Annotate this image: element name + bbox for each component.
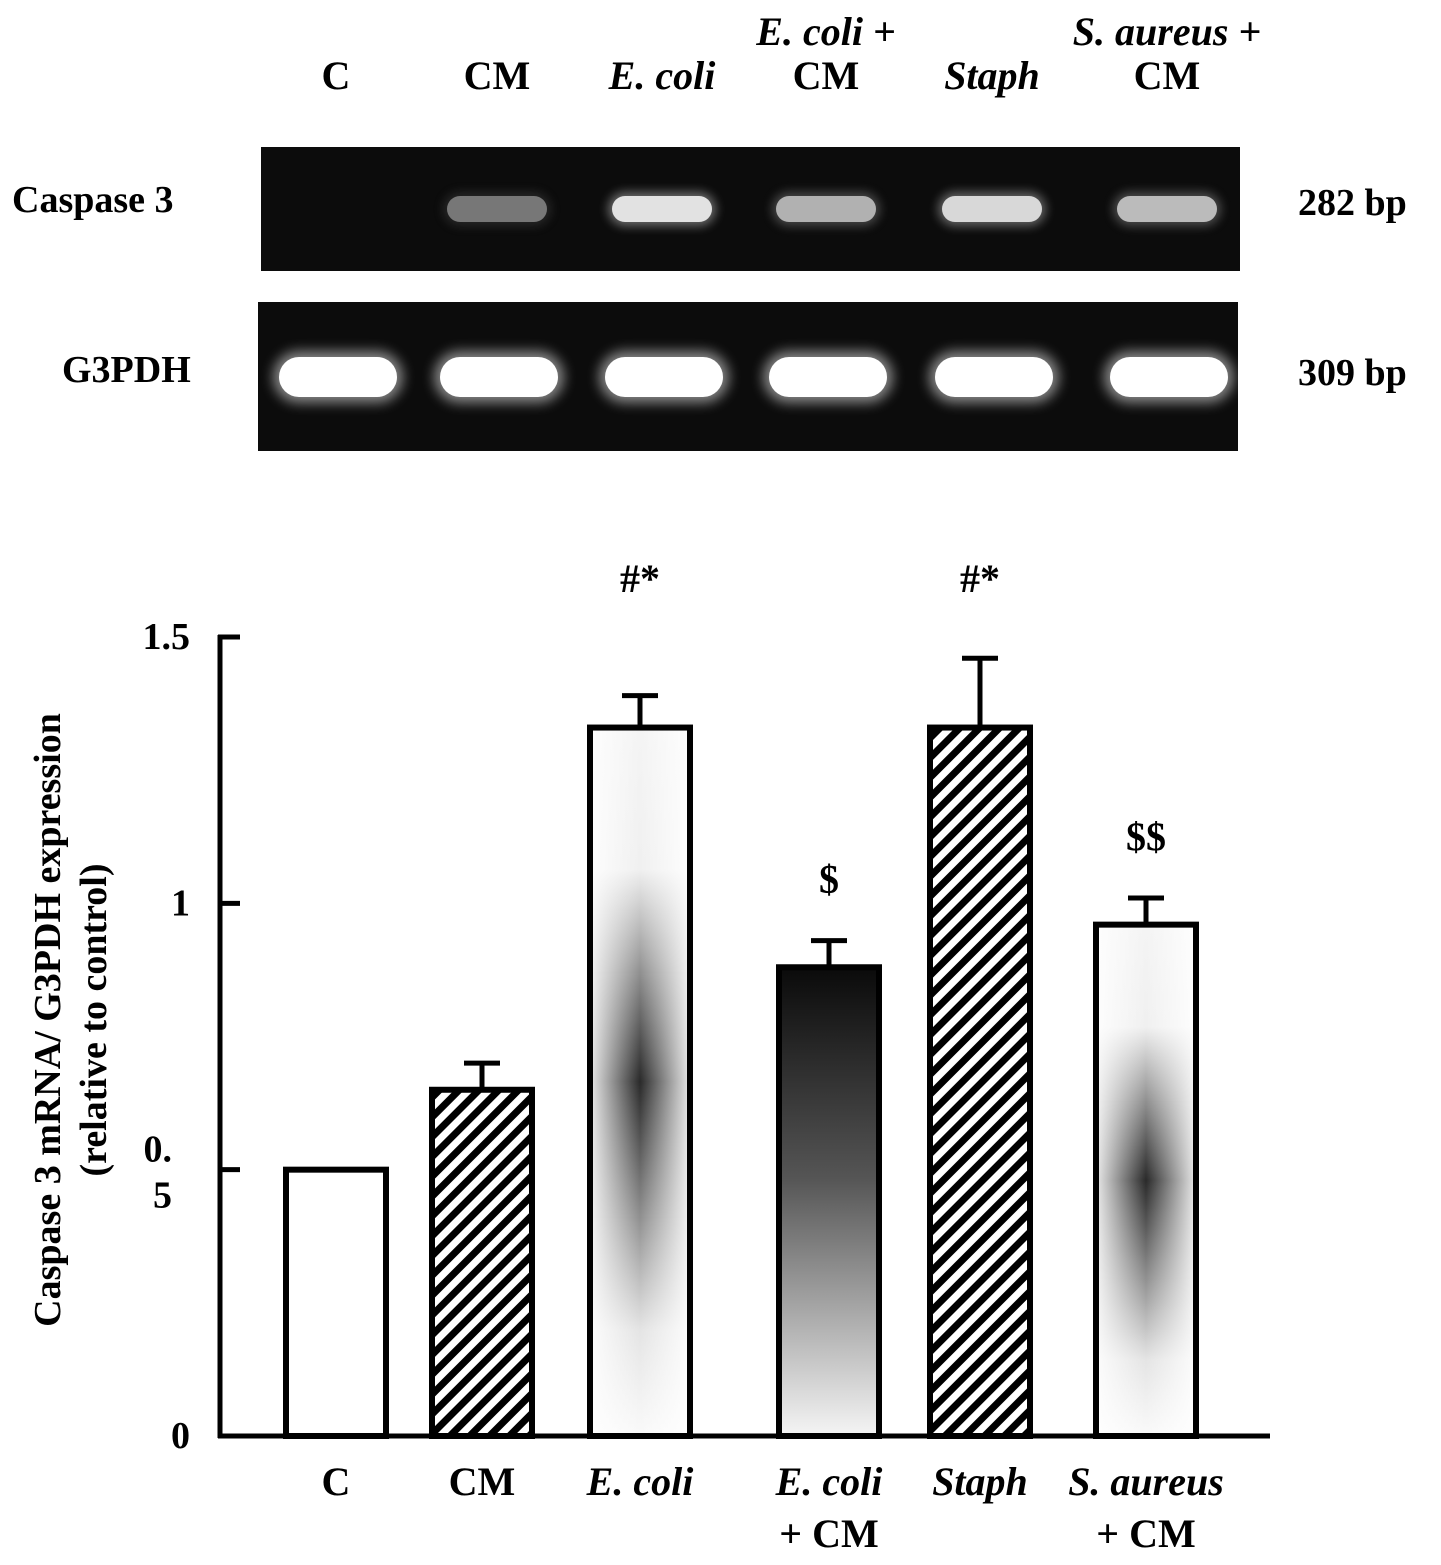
gel-band-size: 282 bp [1298, 182, 1407, 224]
gel-band [942, 196, 1042, 222]
gel-band [612, 196, 712, 222]
gel-strip [261, 147, 1240, 271]
gel-lane-label: C [226, 10, 446, 98]
bar-outline [283, 1166, 389, 1439]
gel-band [769, 356, 887, 397]
gel-lane-label-line2: CM [792, 53, 860, 98]
gel-band [935, 356, 1053, 397]
x-tick-label: E. coli [586, 1459, 694, 1504]
gel-band-size: 309 bp [1298, 352, 1407, 394]
bar-outline [429, 1086, 535, 1440]
y-axis-label: Caspase 3 mRNA/ G3PDH expression (relativ… [27, 713, 115, 1327]
gel-row-name: Caspase 3 [12, 179, 174, 221]
bar [590, 727, 690, 1436]
y-tick-label: 1.5 [143, 616, 191, 658]
y-tick-label: 0. 5 [144, 1129, 173, 1217]
significance-marker: $ [819, 857, 839, 902]
x-tick-label: Staph [932, 1459, 1028, 1504]
gel-lane-label: CM [387, 10, 607, 98]
y-tick-label: 0 [171, 1415, 190, 1457]
gel-lane-label-line2: C [321, 53, 351, 98]
gel-lane-label-line1: E. coli + [756, 9, 896, 54]
significance-marker: #* [960, 556, 1000, 601]
gel-lane-label-line2: CM [1133, 53, 1201, 98]
x-tick-label: E. coli + CM [775, 1459, 883, 1556]
bar-outline [587, 724, 693, 1439]
gel-band [1110, 356, 1228, 397]
bar [1096, 924, 1196, 1436]
significance-marker: #* [620, 556, 660, 601]
x-tick-label: S. aureus + CM [1068, 1459, 1224, 1556]
gel-row-name: G3PDH [62, 349, 191, 391]
gel-lane-label: Staph [882, 10, 1102, 98]
bar-shading [590, 727, 690, 1436]
gel-band [605, 356, 723, 397]
bar [286, 1169, 386, 1436]
gel-lane-label-line2: Staph [944, 53, 1040, 98]
bar [779, 967, 879, 1436]
gel-band [279, 356, 397, 397]
gel-lane-label-line2: CM [463, 53, 531, 98]
gel-strip [258, 302, 1238, 451]
y-tick-label: 1 [171, 882, 190, 924]
gel-lane-label: S. aureus + CM [1057, 10, 1277, 98]
bar-shading [1096, 924, 1196, 1436]
gel-lane-label: E. coli [552, 10, 772, 98]
gel-lane-label-line2: E. coli [608, 53, 716, 98]
gel-band [447, 196, 547, 222]
gel-band [1117, 196, 1217, 222]
gel-band [776, 196, 876, 222]
significance-marker: $$ [1126, 814, 1166, 859]
gel-lane-label-line1: S. aureus + [1072, 9, 1262, 54]
bar-outline [776, 964, 882, 1440]
bar-outline [1093, 921, 1199, 1439]
x-tick-label: C [322, 1459, 351, 1504]
gel-lane-label: E. coli + CM [716, 10, 936, 98]
bar [432, 1089, 532, 1436]
bar-outline [927, 724, 1033, 1439]
bar [930, 727, 1030, 1436]
gel-band [440, 356, 558, 397]
x-tick-label: CM [449, 1459, 516, 1504]
